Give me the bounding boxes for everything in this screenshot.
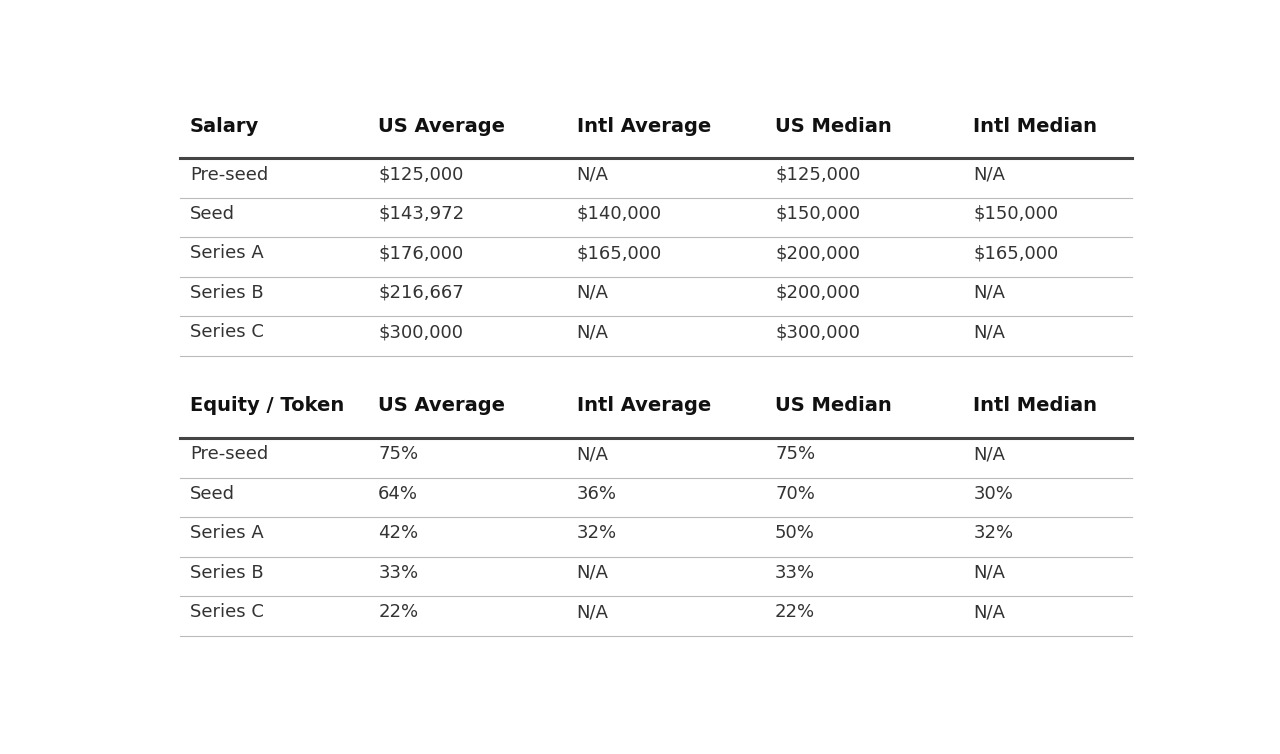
Text: US Median: US Median <box>776 117 892 136</box>
Text: $125,000: $125,000 <box>379 166 463 183</box>
Text: US Median: US Median <box>776 397 892 415</box>
Text: Series C: Series C <box>189 323 264 342</box>
Text: 30%: 30% <box>973 485 1014 503</box>
Text: N/A: N/A <box>973 603 1006 621</box>
Text: 33%: 33% <box>776 564 815 582</box>
Text: N/A: N/A <box>576 166 609 183</box>
Text: $143,972: $143,972 <box>379 205 465 223</box>
Text: $300,000: $300,000 <box>776 323 860 342</box>
Text: Equity / Token: Equity / Token <box>189 397 344 415</box>
Text: Series A: Series A <box>189 244 264 262</box>
Text: 50%: 50% <box>776 524 815 542</box>
Text: Intl Average: Intl Average <box>576 397 710 415</box>
Text: $140,000: $140,000 <box>576 205 662 223</box>
Text: Salary: Salary <box>189 117 259 136</box>
Text: N/A: N/A <box>973 166 1006 183</box>
Text: $200,000: $200,000 <box>776 284 860 302</box>
Text: 64%: 64% <box>379 485 419 503</box>
Text: Seed: Seed <box>189 205 234 223</box>
Text: US Average: US Average <box>379 117 506 136</box>
Text: Series C: Series C <box>189 603 264 621</box>
Text: 32%: 32% <box>973 524 1014 542</box>
Text: $165,000: $165,000 <box>973 244 1059 262</box>
Text: Intl Median: Intl Median <box>973 117 1097 136</box>
Text: 42%: 42% <box>379 524 419 542</box>
Text: N/A: N/A <box>973 446 1006 464</box>
Text: N/A: N/A <box>973 323 1006 342</box>
Text: 75%: 75% <box>776 446 815 464</box>
Text: 70%: 70% <box>776 485 815 503</box>
Text: 33%: 33% <box>379 564 419 582</box>
Text: 75%: 75% <box>379 446 419 464</box>
Text: N/A: N/A <box>576 446 609 464</box>
Text: Pre-seed: Pre-seed <box>189 446 268 464</box>
Text: $165,000: $165,000 <box>576 244 662 262</box>
Text: 32%: 32% <box>576 524 617 542</box>
Text: N/A: N/A <box>576 564 609 582</box>
Text: Seed: Seed <box>189 485 234 503</box>
Text: N/A: N/A <box>576 323 609 342</box>
Text: Intl Median: Intl Median <box>973 397 1097 415</box>
Text: Series B: Series B <box>189 564 264 582</box>
Text: N/A: N/A <box>576 284 609 302</box>
Text: $125,000: $125,000 <box>776 166 860 183</box>
Text: 22%: 22% <box>379 603 419 621</box>
Text: $216,667: $216,667 <box>379 284 463 302</box>
Text: $300,000: $300,000 <box>379 323 463 342</box>
Text: $150,000: $150,000 <box>776 205 860 223</box>
Text: N/A: N/A <box>973 564 1006 582</box>
Text: 22%: 22% <box>776 603 815 621</box>
Text: N/A: N/A <box>973 284 1006 302</box>
Text: Series B: Series B <box>189 284 264 302</box>
Text: $176,000: $176,000 <box>379 244 463 262</box>
Text: Pre-seed: Pre-seed <box>189 166 268 183</box>
Text: Series A: Series A <box>189 524 264 542</box>
Text: 36%: 36% <box>576 485 617 503</box>
Text: $200,000: $200,000 <box>776 244 860 262</box>
Text: Intl Average: Intl Average <box>576 117 710 136</box>
Text: N/A: N/A <box>576 603 609 621</box>
Text: $150,000: $150,000 <box>973 205 1059 223</box>
Text: US Average: US Average <box>379 397 506 415</box>
